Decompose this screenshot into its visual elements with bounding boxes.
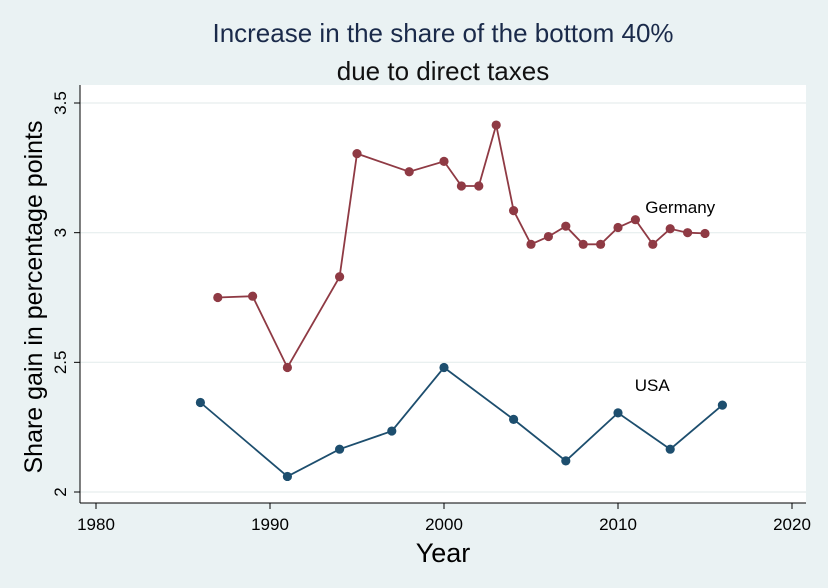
x-tick-label: 1980 [77,515,115,534]
data-point-germany [352,148,362,159]
data-point-usa [282,471,292,482]
data-point-germany [491,120,501,130]
y-axis-title: Share gain in percentage points [20,120,48,473]
data-point-germany [213,292,223,303]
data-point-germany [648,239,658,249]
x-tick-label: 2020 [773,515,811,534]
series-label-germany: Germany [645,198,715,217]
data-point-usa [613,408,623,418]
x-tick-label: 2000 [425,515,463,534]
data-point-usa [561,456,571,466]
y-tick-label: 2.5 [51,351,70,375]
data-point-usa [717,400,728,410]
data-point-germany [596,239,606,249]
data-point-germany [578,239,588,249]
x-axis-ticks: 1980 1990 2000 2010 2020 [77,503,811,534]
data-point-germany [439,156,449,166]
data-point-germany [700,228,710,239]
series-line-usa [199,366,723,478]
data-point-germany [474,181,484,191]
data-point-germany [335,272,345,282]
data-point-germany [665,224,675,234]
data-point-germany [683,228,693,238]
x-axis-title: Year [416,538,471,568]
y-tick-label: 3.5 [51,91,70,115]
series-line-germany [217,124,706,370]
plot-area [80,85,806,503]
y-tick-label: 3 [51,228,70,237]
data-point-germany [543,231,554,242]
data-point-usa [665,444,675,454]
x-tick-label: 2010 [599,515,637,534]
data-point-germany [613,222,623,233]
data-point-usa [387,426,397,436]
data-point-germany [456,181,466,191]
chart-title-line2: due to direct taxes [337,56,549,86]
chart-title-line1: Increase in the share of the bottom 40% [212,18,673,48]
gridlines [80,102,806,493]
data-point-germany [526,239,536,249]
data-point-usa [195,397,205,408]
y-axis-ticks: 2 2.5 3 3.5 [51,91,80,497]
data-point-germany [508,206,519,216]
series-label-usa: USA [635,376,671,395]
data-point-usa [439,362,449,373]
data-point-usa [335,444,345,454]
series-layer: Germany USA [195,120,728,482]
data-point-germany [561,221,571,231]
data-point-germany [630,215,641,225]
y-tick-label: 2 [51,487,70,496]
data-point-germany [248,291,258,301]
x-tick-label: 1990 [251,515,289,534]
data-point-germany [282,362,292,373]
data-point-usa [508,414,519,424]
data-point-germany [404,167,414,177]
